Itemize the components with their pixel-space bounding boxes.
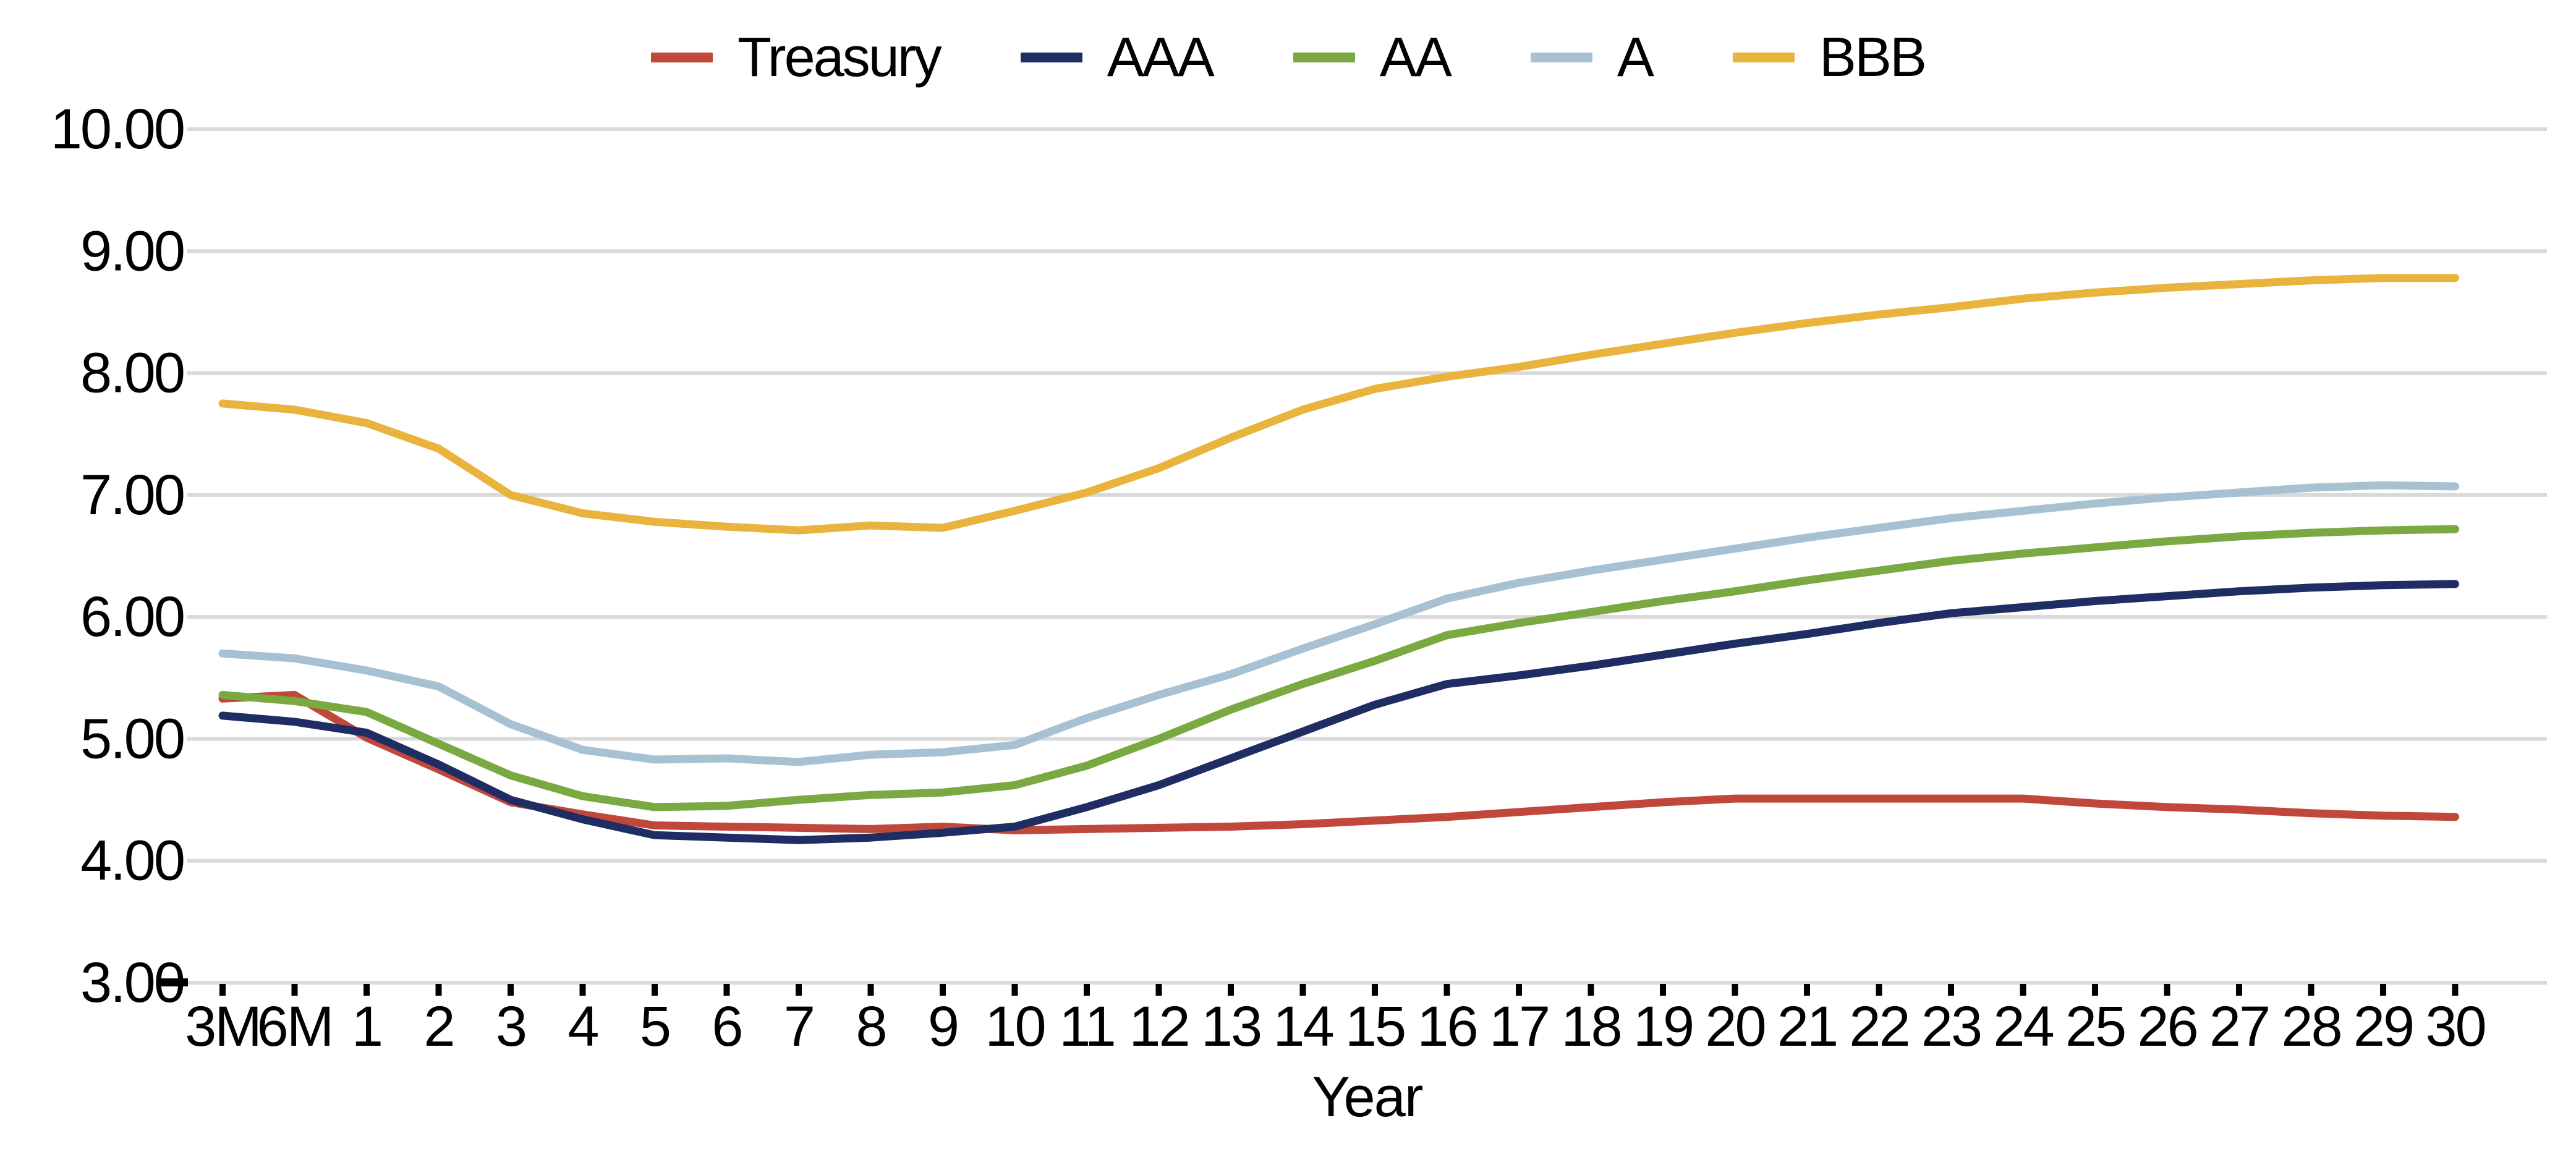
x-tick-label-13: 13 [1201, 995, 1260, 1058]
x-axis-left-cap [161, 978, 188, 986]
x-tick-label-22: 22 [1849, 995, 1908, 1058]
x-tick-label-25: 25 [2065, 995, 2125, 1058]
x-tick-label-17: 17 [1489, 995, 1549, 1058]
x-tick-26 [2164, 984, 2170, 996]
x-tick-label-6: 6 [712, 995, 741, 1058]
x-tick-3M [219, 984, 226, 996]
x-tick-label-1: 1 [352, 995, 381, 1058]
x-tick-19 [1660, 984, 1666, 996]
x-tick-28 [2308, 984, 2315, 996]
y-tick-label-9.00: 9.00 [80, 219, 184, 282]
x-tick-label-2: 2 [423, 995, 453, 1058]
x-tick-label-18: 18 [1561, 995, 1620, 1058]
x-tick-25 [2092, 984, 2098, 996]
x-tick-11 [1084, 984, 1090, 996]
x-tick-label-3M: 3M [185, 995, 260, 1058]
x-tick-label-10: 10 [985, 995, 1044, 1058]
x-tick-9 [940, 984, 946, 996]
y-tick-label-7.00: 7.00 [80, 464, 184, 527]
x-tick-23 [1948, 984, 1954, 996]
x-tick-label-19: 19 [1633, 995, 1693, 1058]
x-tick-3 [508, 984, 514, 996]
x-tick-17 [1516, 984, 1522, 996]
x-tick-8 [867, 984, 874, 996]
x-tick-13 [1228, 984, 1234, 996]
x-tick-14 [1299, 984, 1306, 996]
x-tick-label-16: 16 [1417, 995, 1476, 1058]
y-tick-label-4.00: 4.00 [80, 829, 184, 892]
x-tick-label-4: 4 [567, 995, 598, 1058]
series-line-a [218, 481, 2459, 766]
x-tick-18 [1588, 984, 1594, 996]
x-tick-label-23: 23 [1921, 995, 1981, 1058]
x-tick-4 [579, 984, 586, 996]
x-tick-20 [1732, 984, 1738, 996]
x-tick-10 [1011, 984, 1018, 996]
x-tick-label-29: 29 [2353, 995, 2413, 1058]
x-tick-27 [2236, 984, 2242, 996]
x-tick-label-11: 11 [1059, 995, 1115, 1058]
x-tick-16 [1443, 984, 1450, 996]
x-tick-6 [723, 984, 730, 996]
x-tick-22 [1876, 984, 1882, 996]
x-tick-2 [435, 984, 442, 996]
x-tick-label-6M: 6M [257, 995, 333, 1058]
y-tick-label-6.00: 6.00 [80, 585, 184, 648]
x-tick-label-12: 12 [1129, 995, 1188, 1058]
y-tick-label-8.00: 8.00 [80, 342, 184, 405]
x-tick-label-26: 26 [2137, 995, 2196, 1058]
x-tick-29 [2380, 984, 2386, 996]
x-tick-30 [2452, 984, 2459, 996]
x-tick-label-28: 28 [2281, 995, 2340, 1058]
x-tick-label-8: 8 [856, 995, 885, 1058]
x-tick-label-7: 7 [784, 995, 814, 1058]
x-tick-label-15: 15 [1345, 995, 1405, 1058]
x-tick-label-30: 30 [2425, 995, 2485, 1058]
x-tick-label-5: 5 [640, 995, 670, 1058]
x-tick-label-24: 24 [1993, 995, 2053, 1058]
x-tick-24 [2020, 984, 2026, 996]
y-tick-label-5.00: 5.00 [80, 707, 184, 770]
series-line-aa [218, 525, 2459, 812]
x-tick-1 [363, 984, 370, 996]
x-tick-5 [652, 984, 658, 996]
series-line-treasury [218, 690, 2459, 834]
x-tick-label-27: 27 [2209, 995, 2269, 1058]
x-tick-label-3: 3 [496, 995, 525, 1058]
x-tick-label-21: 21 [1777, 995, 1837, 1058]
series-line-aaa [218, 580, 2459, 844]
x-tick-7 [796, 984, 802, 996]
x-tick-6M [291, 984, 298, 996]
x-tick-21 [1804, 984, 1810, 996]
x-axis-title: Year [1312, 1066, 1423, 1129]
x-tick-label-9: 9 [928, 995, 958, 1058]
x-tick-label-20: 20 [1705, 995, 1764, 1058]
series-line-bbb [218, 274, 2459, 535]
x-tick-label-14: 14 [1273, 995, 1333, 1058]
x-tick-12 [1155, 984, 1162, 996]
x-tick-15 [1372, 984, 1378, 996]
y-tick-label-10.00: 10.00 [51, 98, 184, 161]
